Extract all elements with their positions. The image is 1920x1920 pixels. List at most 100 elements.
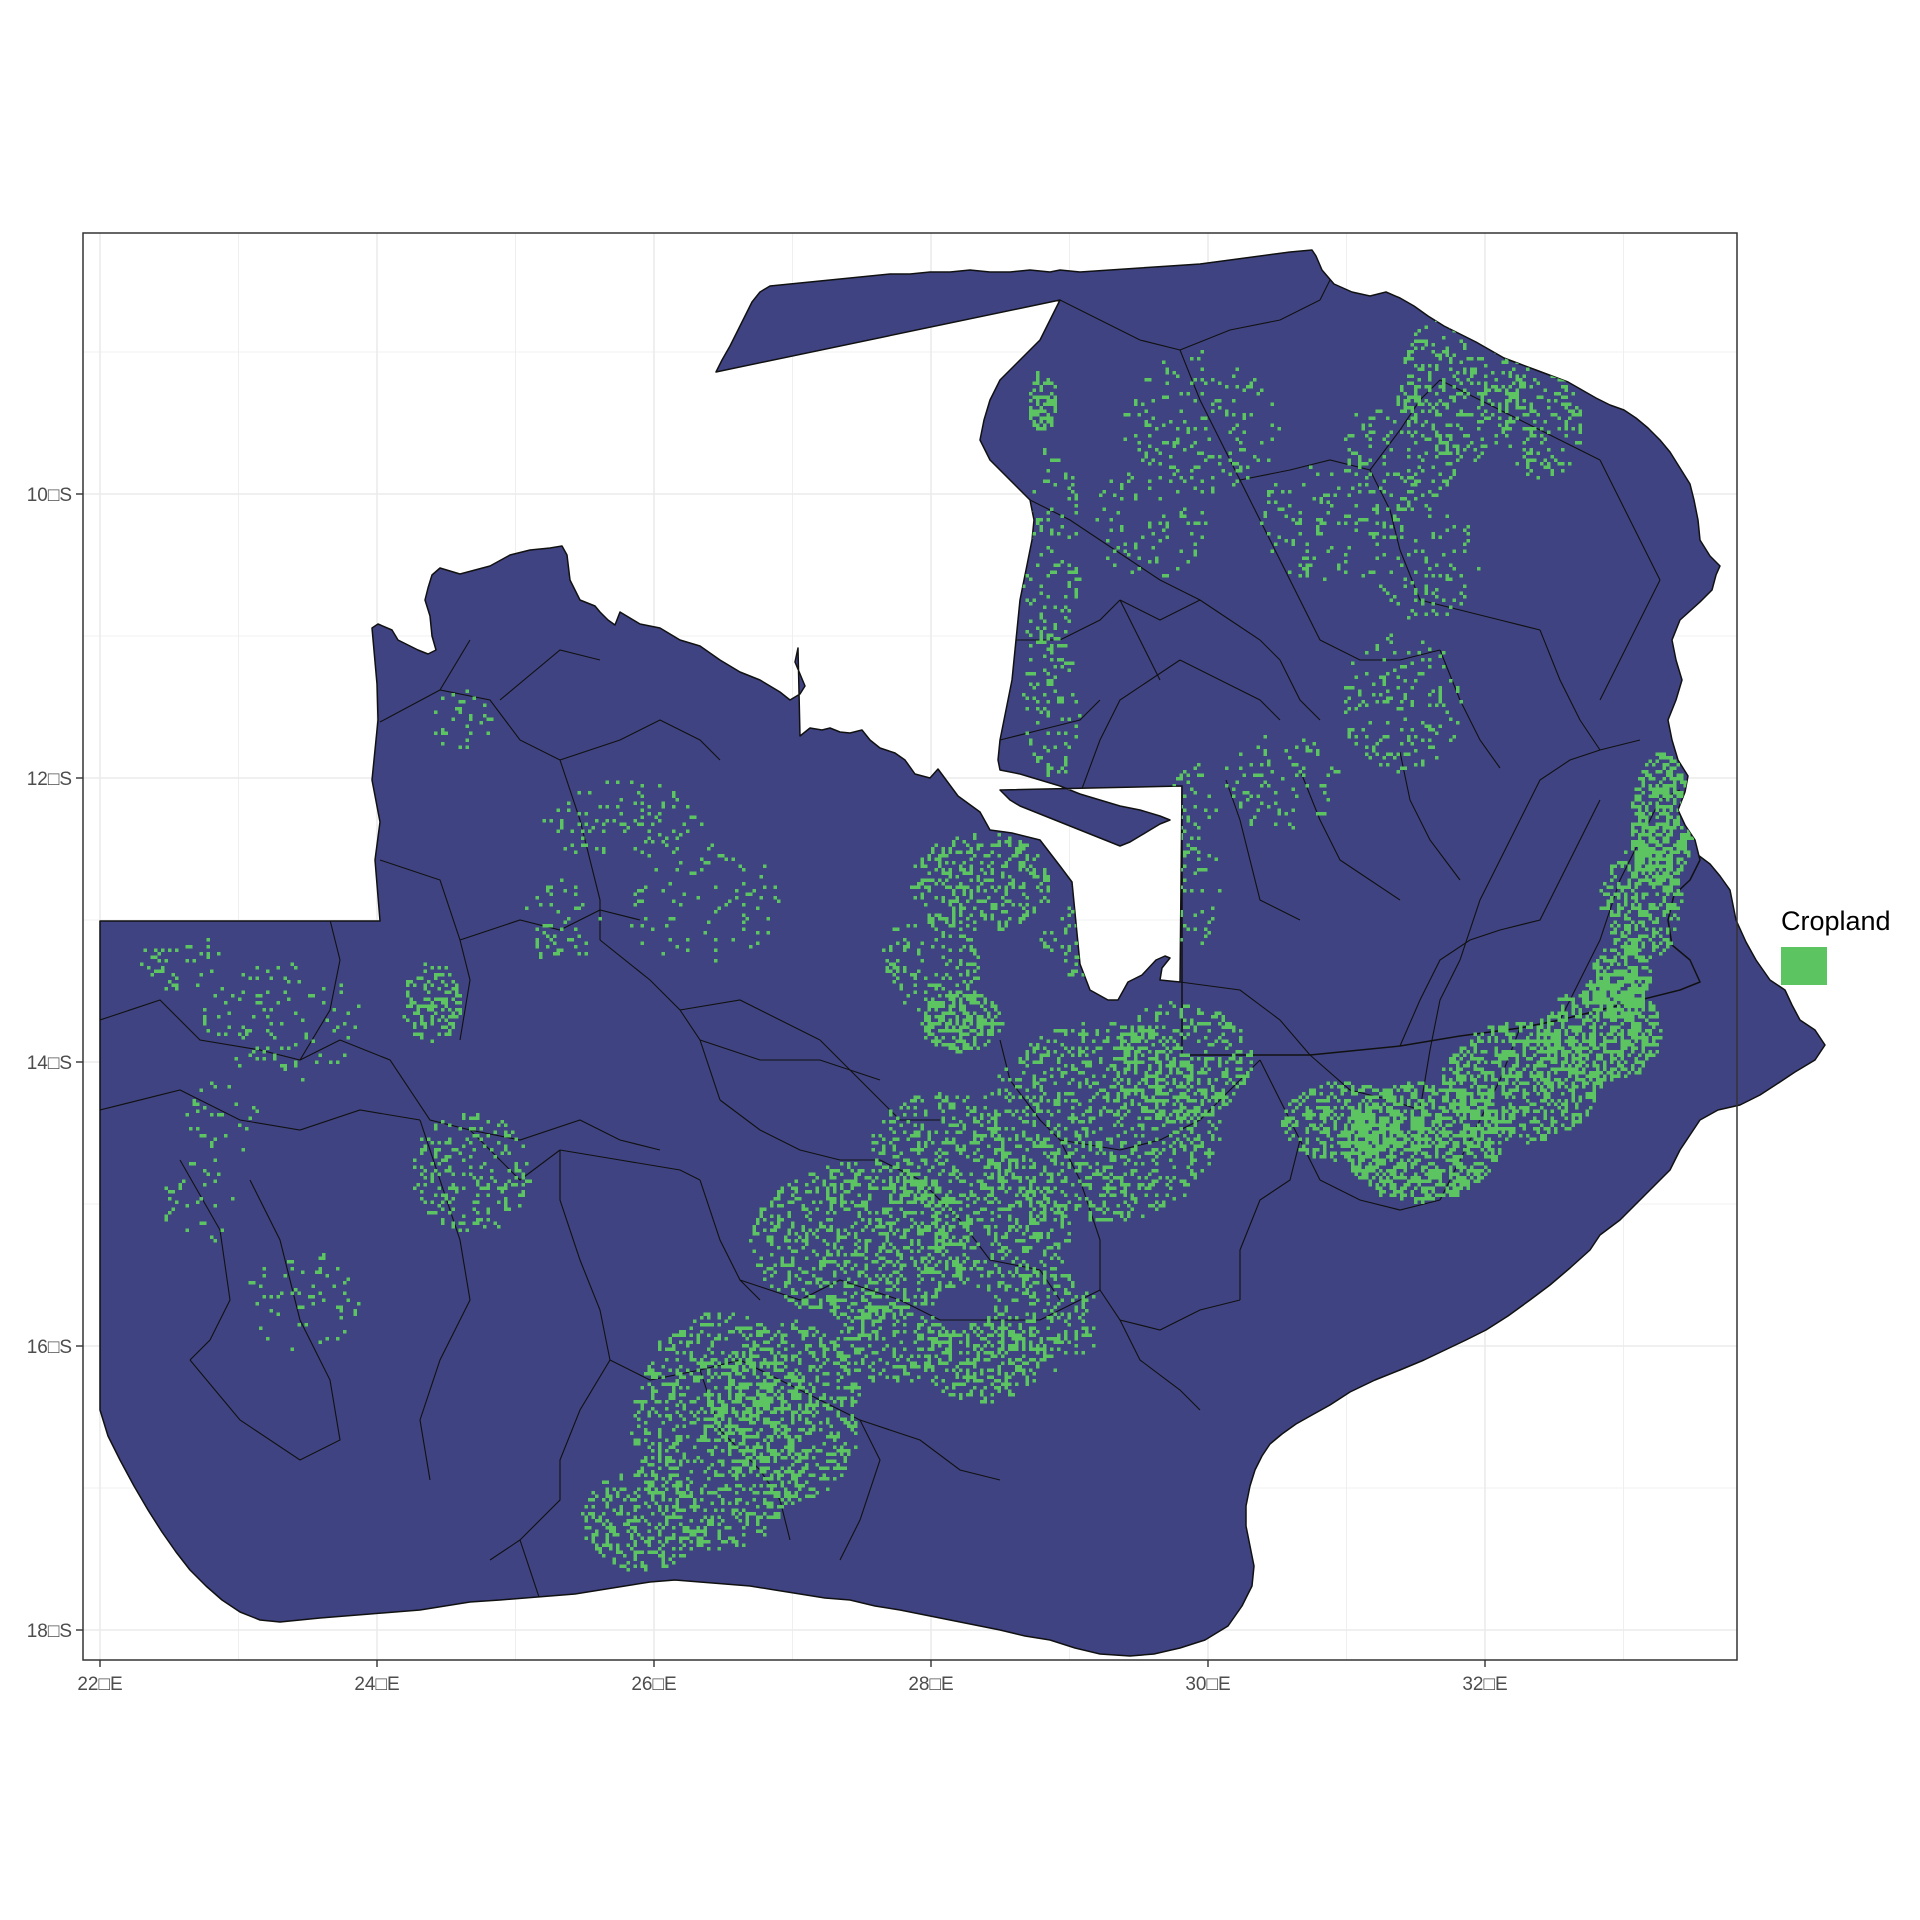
cropland-pixel bbox=[938, 1271, 942, 1275]
cropland-pixel bbox=[1050, 1068, 1054, 1072]
cropland-pixel bbox=[1159, 1061, 1163, 1065]
cropland-pixel bbox=[1005, 921, 1009, 925]
cropland-pixel bbox=[833, 1348, 837, 1352]
cropland-pixel bbox=[1180, 1096, 1184, 1100]
cropland-pixel bbox=[725, 1435, 729, 1439]
cropland-pixel bbox=[742, 1365, 746, 1369]
cropland-pixel bbox=[1019, 868, 1023, 872]
cropland-pixel bbox=[931, 1005, 935, 1009]
cropland-pixel bbox=[970, 1019, 974, 1023]
cropland-pixel bbox=[896, 1201, 900, 1205]
cropland-pixel bbox=[882, 1145, 886, 1149]
cropland-pixel bbox=[980, 1113, 984, 1117]
cropland-pixel bbox=[823, 1442, 827, 1446]
cropland-pixel bbox=[795, 1411, 799, 1415]
cropland-pixel bbox=[655, 1526, 659, 1530]
cropland-pixel bbox=[854, 1243, 858, 1247]
cropland-pixel bbox=[1022, 914, 1026, 918]
cropland-pixel bbox=[858, 1253, 862, 1257]
cropland-pixel bbox=[1127, 1050, 1131, 1054]
cropland-pixel bbox=[942, 854, 946, 858]
cropland-pixel bbox=[959, 1120, 963, 1124]
cropland-pixel bbox=[1124, 1131, 1128, 1135]
cropland-pixel bbox=[1183, 1085, 1187, 1089]
cropland-pixel bbox=[1134, 1162, 1138, 1166]
cropland-pixel bbox=[924, 1026, 928, 1030]
cropland-pixel bbox=[1015, 1110, 1019, 1114]
cropland-pixel bbox=[1180, 1180, 1184, 1184]
cropland-pixel bbox=[945, 1197, 949, 1201]
cropland-pixel bbox=[637, 1411, 641, 1415]
cropland-pixel bbox=[858, 1211, 862, 1215]
cropland-pixel bbox=[1092, 1117, 1096, 1121]
cropland-pixel bbox=[1047, 1190, 1051, 1194]
cropland-pixel bbox=[613, 1558, 617, 1562]
cropland-pixel bbox=[686, 1460, 690, 1464]
cropland-pixel bbox=[840, 1236, 844, 1240]
cropland-pixel bbox=[1061, 1215, 1065, 1219]
cropland-pixel bbox=[970, 1183, 974, 1187]
cropland-pixel bbox=[1089, 1204, 1093, 1208]
cropland-pixel bbox=[634, 1516, 638, 1520]
cropland-pixel bbox=[1005, 1096, 1009, 1100]
cropland-pixel bbox=[651, 1397, 655, 1401]
cropland-pixel bbox=[770, 1411, 774, 1415]
cropland-pixel bbox=[1148, 1152, 1152, 1156]
cropland-pixel bbox=[1131, 1040, 1135, 1044]
cropland-pixel bbox=[1211, 1124, 1215, 1128]
cropland-pixel bbox=[921, 893, 925, 897]
cropland-pixel bbox=[987, 1113, 991, 1117]
cropland-pixel bbox=[1078, 1138, 1082, 1142]
cropland-pixel bbox=[840, 1365, 844, 1369]
cropland-pixel bbox=[921, 1211, 925, 1215]
cropland-pixel bbox=[1001, 1250, 1005, 1254]
cropland-pixel bbox=[1166, 1117, 1170, 1121]
cropland-pixel bbox=[949, 959, 953, 963]
cropland-pixel bbox=[942, 900, 946, 904]
cropland-pixel bbox=[938, 1173, 942, 1177]
cropland-pixel bbox=[774, 1432, 778, 1436]
cropland-pixel bbox=[704, 1393, 708, 1397]
cropland-pixel bbox=[735, 1498, 739, 1502]
cropland-pixel bbox=[1085, 1054, 1089, 1058]
cropland-pixel bbox=[966, 1236, 970, 1240]
cropland-pixel bbox=[1141, 1096, 1145, 1100]
cropland-pixel bbox=[791, 1393, 795, 1397]
cropland-pixel bbox=[1183, 1036, 1187, 1040]
cropland-pixel bbox=[830, 1295, 834, 1299]
cropland-pixel bbox=[928, 1138, 932, 1142]
cropland-pixel bbox=[791, 1288, 795, 1292]
cropland-pixel bbox=[805, 1456, 809, 1460]
cropland-pixel bbox=[924, 1036, 928, 1040]
cropland-pixel bbox=[998, 1075, 1002, 1079]
cropland-pixel bbox=[1040, 1099, 1044, 1103]
cropland-pixel bbox=[1141, 1026, 1145, 1030]
cropland-pixel bbox=[921, 861, 925, 865]
cropland-pixel bbox=[1218, 1061, 1222, 1065]
cropland-pixel bbox=[802, 1379, 806, 1383]
cropland-pixel bbox=[1236, 1050, 1240, 1054]
cropland-pixel bbox=[1173, 1078, 1177, 1082]
cropland-pixel bbox=[994, 844, 998, 848]
cropland-pixel bbox=[998, 1208, 1002, 1212]
cropland-pixel bbox=[1078, 1047, 1082, 1051]
cropland-pixel bbox=[973, 928, 977, 932]
cropland-pixel bbox=[777, 1222, 781, 1226]
cropland-pixel bbox=[875, 1288, 879, 1292]
cropland-pixel bbox=[882, 1225, 886, 1229]
cropland-pixel bbox=[938, 1001, 942, 1005]
cropland-pixel bbox=[980, 1138, 984, 1142]
cropland-pixel bbox=[812, 1274, 816, 1278]
cropland-pixel bbox=[697, 1418, 701, 1422]
cropland-pixel bbox=[1026, 1113, 1030, 1117]
cropland-pixel bbox=[697, 1530, 701, 1534]
cropland-pixel bbox=[959, 1005, 963, 1009]
cropland-pixel bbox=[830, 1204, 834, 1208]
cropland-pixel bbox=[1208, 1078, 1212, 1082]
cropland-pixel bbox=[949, 924, 953, 928]
cropland-pixel bbox=[746, 1383, 750, 1387]
cropland-pixel bbox=[935, 858, 939, 862]
cropland-pixel bbox=[683, 1495, 687, 1499]
cropland-pixel bbox=[1120, 1190, 1124, 1194]
cropland-pixel bbox=[1124, 1194, 1128, 1198]
